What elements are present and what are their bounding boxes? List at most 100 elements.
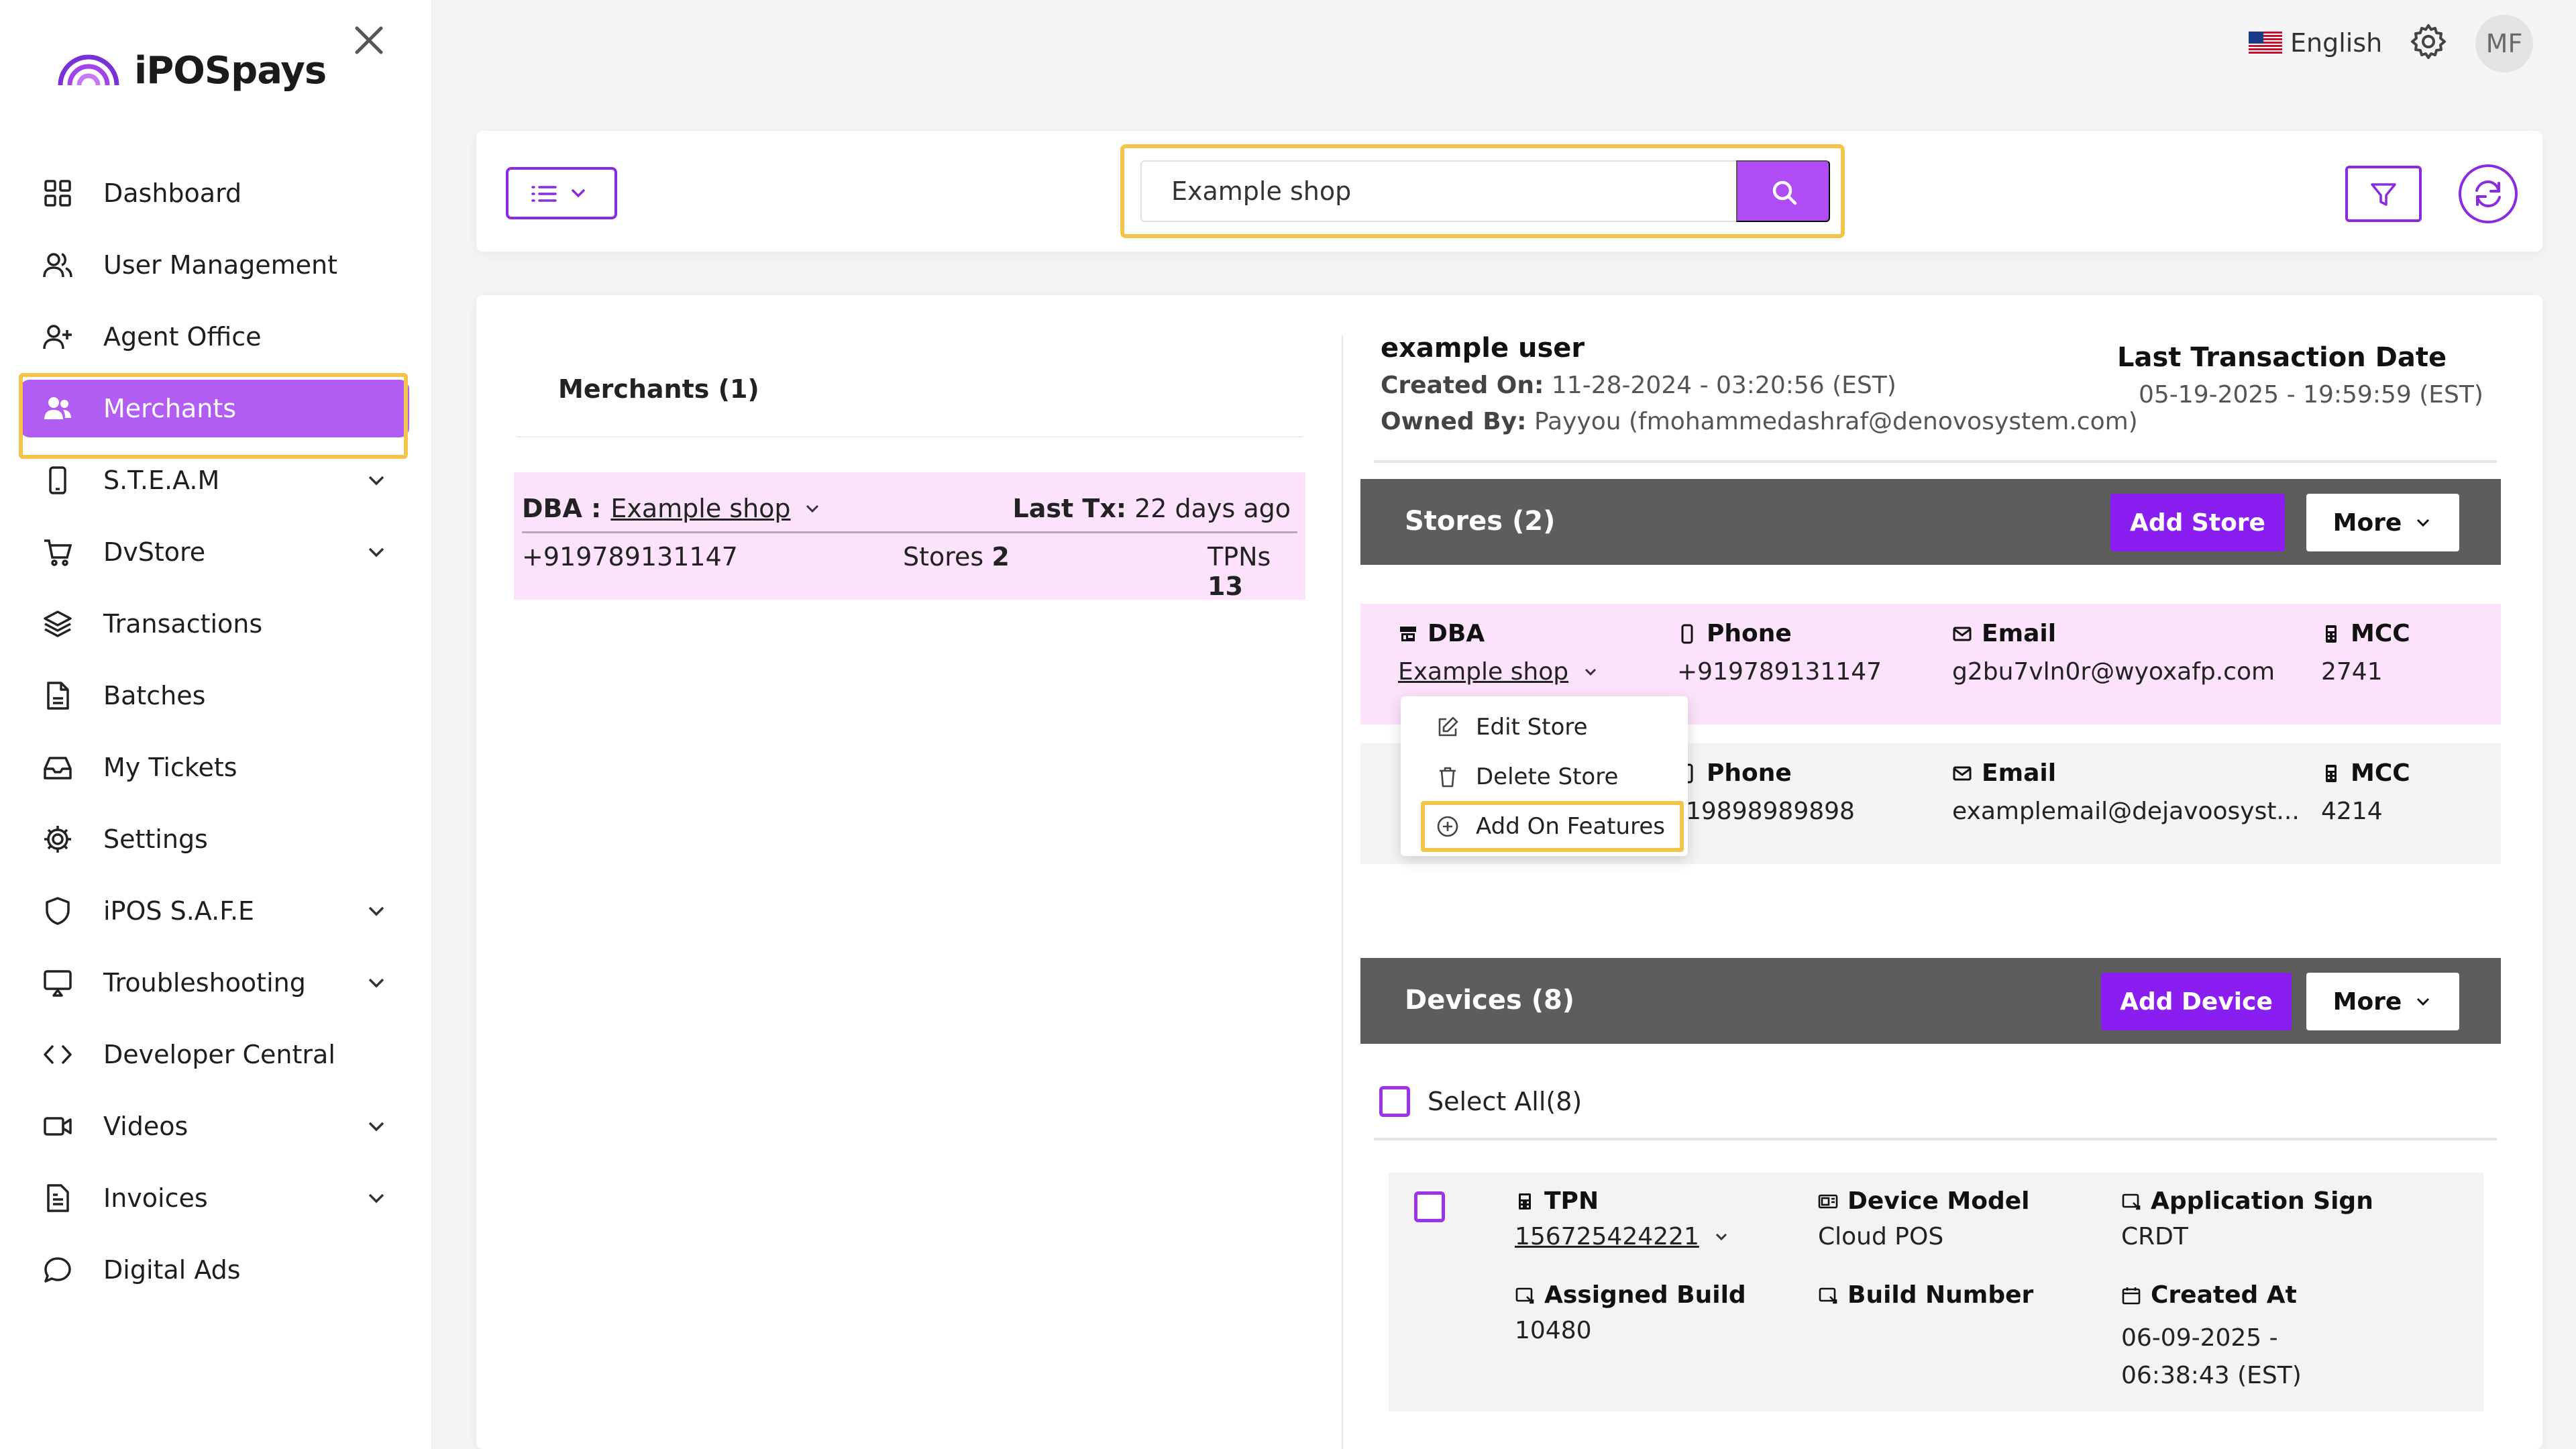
list-chevron-icon [531,186,585,202]
sidebar-item-dashboard[interactable]: Dashboard [20,164,409,222]
settings-gear-icon[interactable] [2410,23,2447,60]
menu-item-add-on-features[interactable]: Add On Features [1436,806,1665,847]
chevron-down-icon[interactable] [365,971,388,994]
device-model-value: Cloud POS [1818,1223,1944,1250]
device-tpn: TPN 156725424221 [1515,1187,1770,1250]
calendar-icon [2122,1287,2141,1304]
merchant-tpns-count: TPNs 13 [1208,542,1305,601]
trash-icon [1440,767,1456,788]
created-at-value: 06-09-2025 - 06:38:43 (EST) [2121,1324,2302,1389]
merchant-list-item[interactable]: DBA : Example shop Last Tx: 22 days ago … [514,472,1305,601]
avatar-initials: MF [2485,29,2523,58]
menu-item-delete-store[interactable]: Delete Store [1436,757,1618,797]
sidebar-item-agent-office[interactable]: Agent Office [20,308,409,366]
sidebar-item-user-management[interactable]: User Management [20,236,409,294]
chevron-down-icon[interactable] [365,1187,388,1210]
chevron-down-icon[interactable] [365,900,388,922]
store-email: Email g2bu7vln0r@wyoxafp.com [1952,620,2275,686]
sidebar-item-my-tickets[interactable]: My Tickets [20,739,409,796]
chevron-down-icon[interactable] [365,469,388,492]
message-icon [44,1257,71,1283]
select-all-label: Select All(8) [1428,1087,1582,1116]
chevron-down-icon[interactable] [1711,1227,1731,1247]
sidebar-item-developer-central[interactable]: Developer Central [20,1026,409,1083]
store-mcc-value: 2741 [2321,658,2383,686]
sidebar-item-label: Troubleshooting [103,968,306,998]
chevron-down-icon [2417,998,2430,1006]
sidebar-item-troubleshooting[interactable]: Troubleshooting [20,954,409,1012]
sidebar-item-videos[interactable]: Videos [20,1097,409,1155]
add-device-button[interactable]: Add Device [2101,973,2292,1030]
chevron-down-icon[interactable] [802,498,823,519]
menu-item-label: Edit Store [1476,714,1588,741]
select-all[interactable]: Select All(8) [1379,1081,1582,1122]
build-icon [1515,1287,1534,1303]
dba-label: DBA : [522,494,602,523]
device-checkbox[interactable] [1414,1191,1445,1222]
sidebar-item-transactions[interactable]: Transactions [20,595,409,653]
add-store-button[interactable]: Add Store [2110,494,2285,551]
sidebar-item-label: S.T.E.A.M [103,466,220,495]
sidebar-item-ipos-safe[interactable]: iPOS S.A.F.E [20,882,409,940]
select-all-checkbox[interactable] [1379,1086,1410,1117]
chevron-down-icon[interactable] [365,1115,388,1138]
cart-icon [44,539,72,566]
sidebar-item-dvstore[interactable]: DvStore [20,523,409,581]
filter-button[interactable] [2345,166,2422,222]
sidebar-item-settings[interactable]: Settings [20,810,409,868]
shield-icon [46,897,70,925]
chevron-down-icon[interactable] [1580,662,1601,682]
devices-more-button[interactable]: More [2306,973,2459,1030]
close-sidebar-icon[interactable] [349,20,389,60]
sidebar-item-label: Settings [103,824,208,854]
search-button[interactable] [1736,160,1830,222]
language-selector[interactable]: English [2249,25,2382,60]
sidebar-item-merchants[interactable]: Merchants [20,380,409,437]
mcc-col-label: MCC [2351,759,2410,787]
store-phone: Phone +919789131147 [1677,620,1882,686]
store-dba: DBA Example shop [1398,620,1601,686]
sidebar-item-invoices[interactable]: Invoices [20,1169,409,1227]
merchant-dba-link[interactable]: Example shop [610,494,791,523]
avatar[interactable]: MF [2475,15,2533,72]
edit-icon [1438,716,1458,737]
device-card: TPN 156725424221 Device Model Cloud POS … [1389,1173,2483,1411]
refresh-button[interactable] [2459,164,2518,223]
assigned-build-label: Assigned Build [1544,1281,1746,1309]
phone-icon [1681,624,1693,643]
sidebar-item-label: Digital Ads [103,1255,241,1285]
plus-circle-icon [1437,816,1458,837]
tpn-label: TPN [1544,1187,1599,1215]
code-icon [44,1045,72,1064]
search-input[interactable] [1140,160,1736,222]
stores-header: Stores (2) Add Store More [1360,479,2501,565]
devices-title: Devices (8) [1405,985,1575,1016]
created-at-label: Created At [2151,1281,2297,1309]
list-divider [517,436,1303,437]
email-col-label: Email [1982,759,2057,787]
search-icon [1772,180,1797,205]
merchants-highlight [19,373,408,459]
sidebar-item-label: Batches [103,681,206,710]
store-dba-link[interactable]: Example shop [1398,658,1569,686]
sidebar-item-batches[interactable]: Batches [20,667,409,724]
sidebar-item-label: Developer Central [103,1040,335,1069]
app-logo[interactable]: iPOSpays [55,47,327,94]
merchant-user-name: example user [1381,333,1585,364]
stores-more-button[interactable]: More [2306,494,2459,551]
sidebar-item-steam[interactable]: S.T.E.A.M [20,451,409,509]
mcc-icon [2326,764,2337,782]
list-view-button[interactable] [506,167,617,219]
chevron-down-icon[interactable] [365,541,388,564]
search-highlight [1120,144,1845,238]
menu-item-edit-store[interactable]: Edit Store [1436,707,1588,747]
device-assigned-build: Assigned Build 10480 [1515,1281,1770,1344]
logo-text: iPOSpays [134,48,327,93]
tpn-link[interactable]: 156725424221 [1515,1223,1699,1250]
device-model-label: Device Model [1847,1187,2030,1215]
merchant-card-divider [522,531,1297,533]
owned-value: Payyou (fmohammedashraf@denovosystem.com… [1534,408,2138,435]
invoice-icon [47,1184,69,1212]
sidebar-item-digital-ads[interactable]: Digital Ads [20,1241,409,1299]
devices-divider [1374,1138,2497,1140]
